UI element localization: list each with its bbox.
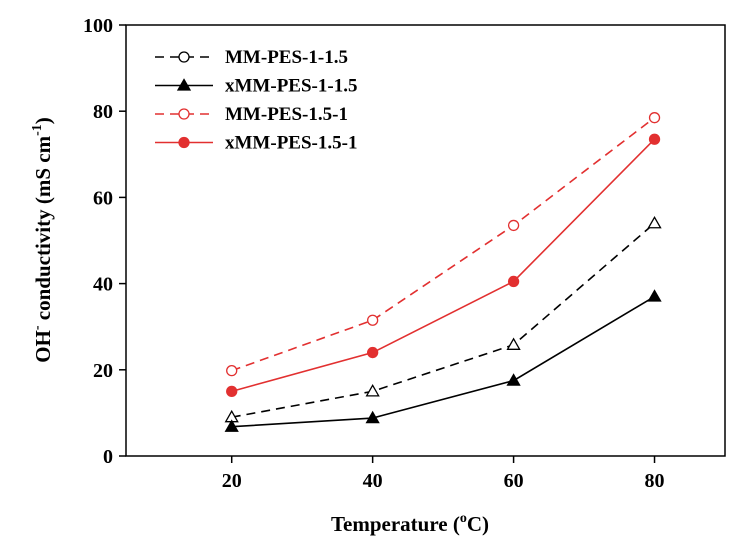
legend-label: xMM-PES-1-1.5 xyxy=(225,76,357,97)
data-point xyxy=(650,113,660,123)
series-xmm-pes-1-1.5 xyxy=(226,291,661,432)
legend-label: MM-PES-1.5-1 xyxy=(225,104,348,125)
legend-marker xyxy=(179,138,189,148)
y-tick-label: 100 xyxy=(83,15,113,37)
series-mm-pes-1-1.5 xyxy=(226,217,661,421)
y-axis-title-ion: OH xyxy=(31,330,55,363)
data-point xyxy=(227,386,237,396)
y-tick-label: 80 xyxy=(93,101,113,123)
y-axis-title: OH- conductivity (mS cm-1) xyxy=(30,117,55,363)
x-axis-title: Temperature (oC) xyxy=(331,511,489,536)
legend-label: MM-PES-1-1.5 xyxy=(225,47,348,68)
data-point xyxy=(368,315,378,325)
y-tick-label: 20 xyxy=(93,360,113,382)
series-xmm-pes-1.5-1 xyxy=(227,134,660,396)
x-axis-title-text: Temperature ( xyxy=(331,512,460,536)
x-tick-label: 60 xyxy=(504,470,524,492)
legend-entry: MM-PES-1.5-1 xyxy=(155,104,348,125)
legend-marker xyxy=(179,52,189,62)
data-point xyxy=(508,375,520,386)
x-tick-label: 80 xyxy=(645,470,665,492)
x-axis-title-unit: C) xyxy=(467,512,489,536)
x-tick-label: 20 xyxy=(222,470,242,492)
y-axis-title-close: ) xyxy=(31,117,55,124)
data-point xyxy=(649,291,661,302)
legend-marker xyxy=(179,109,189,119)
series-line xyxy=(232,118,655,371)
y-tick-label: 40 xyxy=(93,274,113,296)
data-point xyxy=(650,134,660,144)
x-tick-label: 40 xyxy=(363,470,383,492)
y-tick-label: 0 xyxy=(103,446,113,468)
svg-text:OH- conductivity (mS cm-1): OH- conductivity (mS cm-1) xyxy=(30,117,55,363)
y-axis-title-text: conductivity (mS cm xyxy=(31,135,55,325)
legend-entry: MM-PES-1-1.5 xyxy=(155,47,348,68)
data-point xyxy=(509,276,519,286)
y-tick-label: 60 xyxy=(93,187,113,209)
legend-entry: xMM-PES-1-1.5 xyxy=(155,76,357,97)
legend-label: xMM-PES-1.5-1 xyxy=(225,133,357,154)
legend: MM-PES-1-1.5 xMM-PES-1-1.5 MM-PES-1.5-1 xMM… xyxy=(155,47,357,154)
data-point xyxy=(368,348,378,358)
data-point xyxy=(509,220,519,230)
svg-text:Temperature (oC): Temperature (oC) xyxy=(331,511,489,536)
data-point xyxy=(508,339,520,350)
x-axis-title-superscript: o xyxy=(460,511,467,526)
data-point xyxy=(649,217,661,228)
data-point xyxy=(227,366,237,376)
series-line xyxy=(232,223,655,417)
series-layer xyxy=(226,113,661,432)
legend-entry: xMM-PES-1.5-1 xyxy=(155,133,357,154)
series-line xyxy=(232,139,655,391)
y-axis-title-exponent: -1 xyxy=(30,124,45,136)
data-point xyxy=(367,385,379,396)
series-line xyxy=(232,297,655,427)
